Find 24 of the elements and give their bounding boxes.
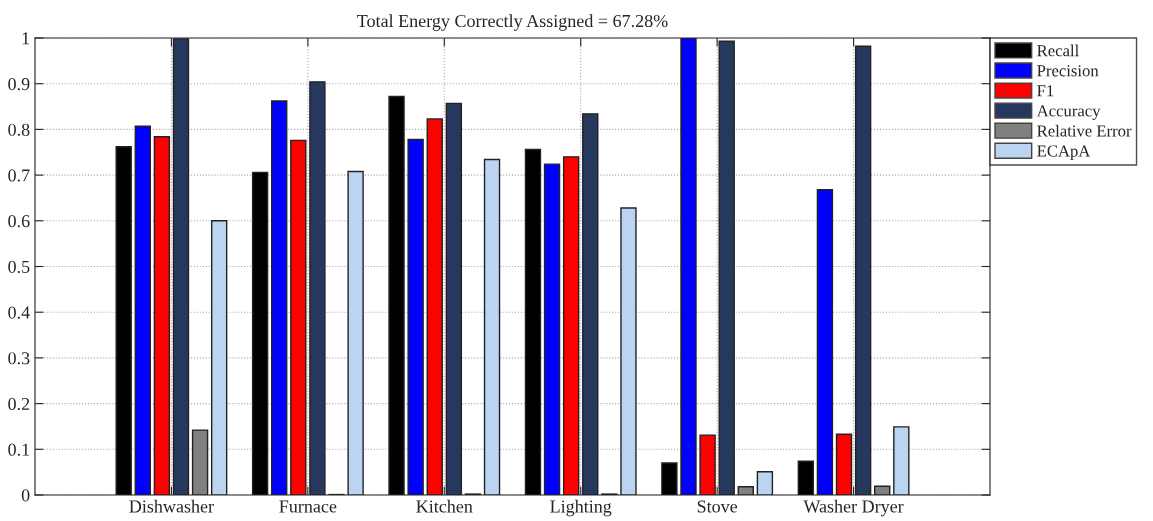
x-tick-label: Washer Dryer — [803, 499, 904, 517]
legend-label: Precision — [1037, 65, 1099, 77]
y-tick-label: 0.8 — [8, 123, 30, 136]
y-tick-label: 0 — [21, 489, 30, 502]
y-tick-label: 0.3 — [8, 352, 30, 365]
legend-label: Relative Error — [1037, 124, 1132, 137]
legend-label: F1 — [1037, 85, 1054, 97]
x-tick-label: Furnace — [279, 500, 337, 513]
y-tick-label: 0.7 — [8, 169, 30, 182]
legend-label: Accuracy — [1036, 105, 1101, 120]
chart-title: Total Energy Correctly Assigned = 67.28% — [357, 14, 668, 31]
x-tick-label: Dishwasher — [129, 499, 214, 513]
y-tick-label: 0.2 — [8, 397, 30, 411]
y-tick-label: 0.9 — [8, 77, 30, 91]
y-tick-label: 0.6 — [8, 215, 30, 228]
legend-label: Recall — [1037, 44, 1079, 57]
x-tick-label: Kitchen — [416, 499, 473, 513]
y-tick-label: 1 — [22, 32, 30, 45]
y-tick-label: 0.4 — [8, 306, 30, 319]
x-tick-label: Stove — [697, 500, 738, 513]
y-tick-label: 0.5 — [8, 260, 30, 274]
x-tick-label: Lighting — [550, 499, 612, 517]
legend-label: ECApA — [1037, 145, 1091, 161]
y-tick-label: 0.1 — [8, 443, 30, 456]
